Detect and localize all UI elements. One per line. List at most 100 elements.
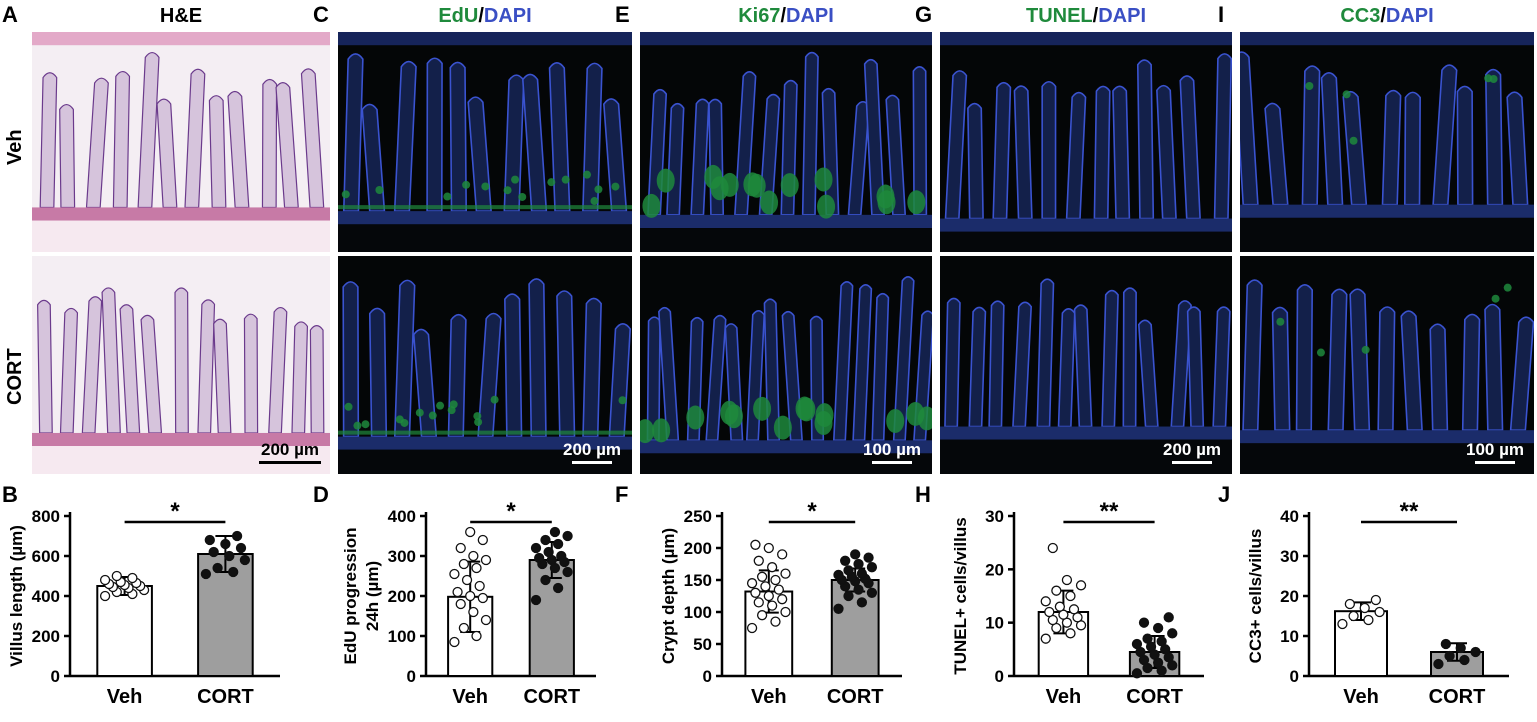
significance-marker: *	[170, 498, 180, 525]
panel-label-e: E	[615, 2, 630, 27]
y-tick-label: 250	[684, 507, 712, 526]
data-point	[756, 571, 768, 582]
data-point	[468, 606, 479, 618]
data-point	[853, 584, 864, 595]
x-tick-label: Veh	[107, 686, 143, 708]
data-point	[552, 538, 564, 550]
data-point	[1068, 604, 1080, 615]
data-point	[1051, 585, 1062, 596]
scale-bar-tunel: 200 µm	[1152, 440, 1232, 464]
data-point	[763, 542, 774, 554]
x-tick-label: CORT	[523, 686, 580, 708]
data-point	[753, 597, 764, 608]
x-tick-label: CORT	[827, 686, 884, 708]
y-tick-label: 100	[684, 603, 712, 622]
data-point	[471, 562, 482, 574]
data-point	[1156, 636, 1167, 647]
column-title-tunel: TUNEL/DAPI	[1025, 5, 1147, 27]
data-point	[1374, 606, 1385, 618]
panel-label-h: H	[915, 482, 931, 507]
data-point	[1433, 658, 1444, 670]
y-tick-label: 30	[1280, 547, 1299, 566]
data-point	[840, 555, 851, 566]
significance-marker: **	[1100, 498, 1119, 525]
data-point	[766, 600, 778, 611]
y-tick-label: 200	[684, 539, 712, 558]
data-point	[856, 597, 868, 608]
data-point	[780, 568, 791, 579]
y-tick-label: 10	[1280, 627, 1299, 646]
micrograph-cc3-veh	[1240, 32, 1534, 252]
data-point	[1363, 614, 1374, 626]
data-point	[562, 566, 573, 578]
data-point	[1337, 618, 1348, 630]
scale-bar-he: 200 µm	[250, 440, 330, 464]
data-point	[746, 622, 758, 634]
data-point	[212, 562, 223, 574]
panel-label-f: F	[615, 482, 629, 507]
data-point	[552, 582, 564, 594]
data-point	[480, 554, 492, 566]
panel-label-j: J	[1218, 482, 1231, 507]
column-title-he: H&E	[159, 5, 203, 27]
panel-label-i: I	[1218, 2, 1225, 27]
data-point	[853, 558, 864, 570]
y-tick-label: 800	[32, 507, 60, 526]
data-point	[750, 539, 761, 550]
data-point	[773, 584, 784, 595]
micrograph-edu-veh	[338, 32, 632, 252]
y-tick-label: 0	[1290, 667, 1299, 686]
column-title-edu: EdU/DAPI	[438, 5, 532, 27]
data-point	[1040, 596, 1051, 607]
data-point	[1040, 633, 1051, 644]
y-tick-label: 40	[1280, 507, 1299, 526]
row-label-cort: CORT	[4, 348, 26, 405]
data-point	[477, 592, 488, 604]
data-point	[1131, 638, 1143, 650]
data-point	[449, 568, 460, 580]
micrograph-cc3-cort	[1240, 256, 1534, 474]
x-tick-label: Veh	[1046, 686, 1082, 708]
data-point	[458, 558, 470, 570]
data-point	[1065, 628, 1076, 639]
y-tick-label: 600	[32, 547, 60, 566]
x-tick-label: Veh	[1343, 686, 1379, 708]
data-point	[543, 546, 554, 558]
data-point	[1044, 606, 1055, 618]
data-point	[1142, 633, 1153, 644]
data-point	[1131, 668, 1143, 679]
y-tick-label: 100	[388, 627, 416, 646]
y-tick-label: 200	[388, 587, 416, 606]
data-point	[850, 549, 861, 560]
data-point	[127, 572, 138, 584]
y-tick-label: 300	[388, 547, 416, 566]
data-point	[777, 549, 788, 560]
data-point	[1061, 574, 1073, 586]
chart-h: 0 10 20 30 TUNEL+ cells/villus Veh CORT **	[912, 490, 1212, 722]
chart-b: 0 200 400 600 800 Villus length (µm) Veh CORT *	[0, 490, 300, 722]
scale-bar-ki67: 100 µm	[852, 440, 932, 464]
y-tick-label: 30	[985, 507, 1004, 526]
x-tick-label: CORT	[1126, 686, 1183, 708]
chart-d: 0 100 200 300 400 EdU progression 24h (µm) Veh C…	[308, 490, 608, 722]
y-tick-label: 0	[995, 667, 1004, 686]
panel-label-d: D	[313, 482, 329, 507]
data-point	[1444, 650, 1455, 662]
data-point	[99, 574, 111, 586]
y-tick-label: 50	[693, 635, 712, 654]
micrograph-tunel-cort	[940, 256, 1232, 474]
data-point	[770, 616, 781, 627]
data-point	[235, 542, 247, 554]
data-point	[480, 614, 492, 626]
bar-cort	[528, 559, 575, 677]
y-axis-label: 24h (µm)	[363, 561, 382, 631]
y-tick-label: 10	[985, 614, 1004, 633]
data-point	[530, 542, 542, 554]
data-point	[760, 581, 771, 592]
panel-label-a: A	[2, 2, 18, 27]
y-axis-label: Crypt depth (µm)	[659, 528, 678, 664]
y-tick-label: 20	[985, 560, 1004, 579]
data-point	[228, 566, 239, 578]
data-point	[766, 562, 778, 573]
data-point	[866, 562, 878, 573]
